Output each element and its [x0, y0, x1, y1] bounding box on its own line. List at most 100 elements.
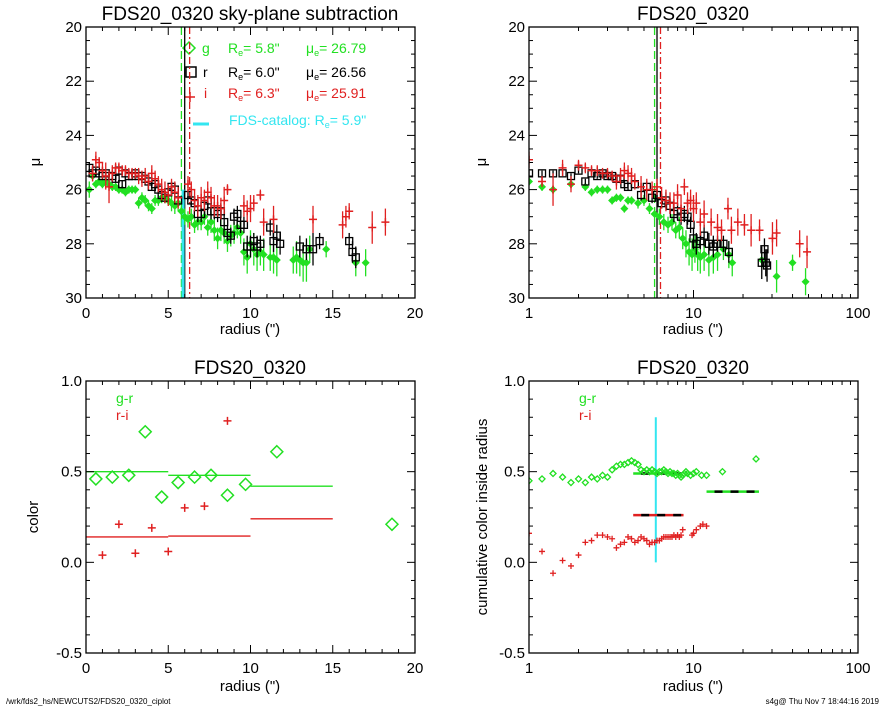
x-axis-label: radius ("): [663, 321, 723, 338]
panel-profile-log: FDS20_0320 radius (") μ 1 10 100 20 22 24 26 28…: [473, 4, 871, 338]
panel-color-cumulative: FDS20_0320 radius (") cumulative color i…: [474, 358, 871, 695]
data-point: [272, 256, 281, 265]
data-point: [637, 182, 646, 191]
data-point: [529, 155, 533, 164]
data-point: [567, 562, 574, 569]
data-point: [747, 226, 756, 235]
legend: g Re= 5.8" μe= 26.79 r Re= 6.0" μe= 26.5…: [181, 40, 366, 130]
data-point: [616, 193, 625, 202]
data-point: [574, 475, 583, 483]
data-point: [690, 530, 697, 537]
data-point: [755, 226, 764, 235]
legend-catalog-label: FDS-catalog: Re= 5.9": [229, 112, 366, 130]
data-point: [105, 182, 114, 191]
data-point: [147, 523, 156, 532]
plot-area: [86, 27, 390, 298]
data-point: [275, 239, 285, 248]
data-point: [603, 185, 612, 194]
data-point: [713, 250, 722, 259]
data-point: [692, 467, 701, 476]
y-tick-label: -0.5: [56, 645, 82, 662]
data-point: [141, 196, 150, 205]
data-point: [700, 250, 709, 259]
data-point: [269, 215, 278, 224]
legend-r-i: r-i: [579, 407, 591, 423]
data-point: [131, 185, 140, 194]
data-point: [322, 245, 331, 254]
data-point: [719, 239, 728, 248]
series-r-i: [98, 416, 232, 560]
data-point: [630, 177, 639, 186]
data-point: [174, 193, 183, 202]
data-point: [668, 469, 676, 478]
data-point: [223, 416, 232, 425]
data-point: [761, 258, 770, 267]
data-point: [361, 258, 370, 267]
series-g-r: [529, 455, 760, 487]
data-point: [259, 250, 268, 259]
footer-timestamp: s4g@ Thu Nov 7 18:44:16 2019: [766, 697, 880, 706]
y-tick-label: 0.0: [504, 554, 525, 571]
data-point: [302, 258, 311, 267]
x-tick-label: 10: [685, 660, 702, 677]
series-r: [86, 162, 360, 269]
legend-mue: μe= 26.79: [306, 40, 366, 58]
plot-area: [529, 417, 760, 577]
chart-title: FDS20_0320: [194, 358, 306, 379]
data-point: [598, 471, 607, 480]
data-point: [549, 185, 558, 194]
data-point: [727, 226, 736, 235]
data-point: [187, 470, 202, 485]
data-point: [239, 220, 249, 229]
y-tick-label: 20: [508, 19, 525, 36]
data-point: [628, 535, 635, 542]
legend-g-r: g-r: [579, 390, 596, 406]
axes: 1 10 100 -0.5 0.0 0.5 1.0: [499, 373, 870, 677]
data-point: [594, 532, 601, 539]
data-point: [692, 199, 701, 208]
series-i: [529, 151, 812, 269]
data-point: [315, 236, 324, 246]
legend-r-i: r-i: [116, 407, 128, 423]
data-point: [575, 552, 582, 559]
y-tick-label: 0.5: [61, 464, 82, 481]
data-point: [593, 166, 602, 175]
data-point: [677, 473, 685, 482]
y-tick-label: 20: [65, 19, 82, 36]
data-point: [118, 180, 127, 189]
data-point: [587, 188, 596, 197]
legend-mue: μe= 26.56: [306, 64, 366, 82]
legend-entry-g: g Re= 5.8" μe= 26.79: [181, 40, 366, 58]
data-point: [616, 172, 625, 181]
data-point: [608, 172, 617, 181]
y-tick-label: 30: [508, 290, 525, 307]
data-point: [256, 191, 265, 200]
data-point: [550, 570, 557, 577]
data-point: [675, 223, 684, 232]
data-point: [88, 471, 103, 486]
x-tick-label: 5: [164, 660, 172, 677]
data-point: [631, 539, 638, 546]
legend-mue: μe= 25.91: [306, 85, 366, 103]
legend-g-r: g-r: [116, 390, 133, 406]
data-point: [529, 476, 533, 485]
y-tick-label: 30: [65, 290, 82, 307]
x-tick-label: 10: [242, 305, 259, 322]
x-tick-label: 5: [164, 305, 172, 322]
data-point: [538, 177, 547, 186]
data-point: [696, 218, 705, 227]
data-point: [634, 460, 642, 469]
data-point: [608, 465, 617, 474]
data-point: [724, 247, 733, 257]
data-point: [210, 226, 219, 235]
legend-label: r: [203, 64, 208, 80]
data-point: [581, 177, 590, 186]
data-point: [581, 163, 590, 172]
data-point: [686, 220, 695, 229]
data-point: [613, 544, 620, 551]
data-point: [187, 212, 196, 221]
data-point: [88, 169, 97, 178]
x-axis-label: radius ("): [220, 678, 280, 695]
y-tick-label: 24: [65, 127, 82, 144]
y-tick-label: 26: [508, 182, 525, 199]
